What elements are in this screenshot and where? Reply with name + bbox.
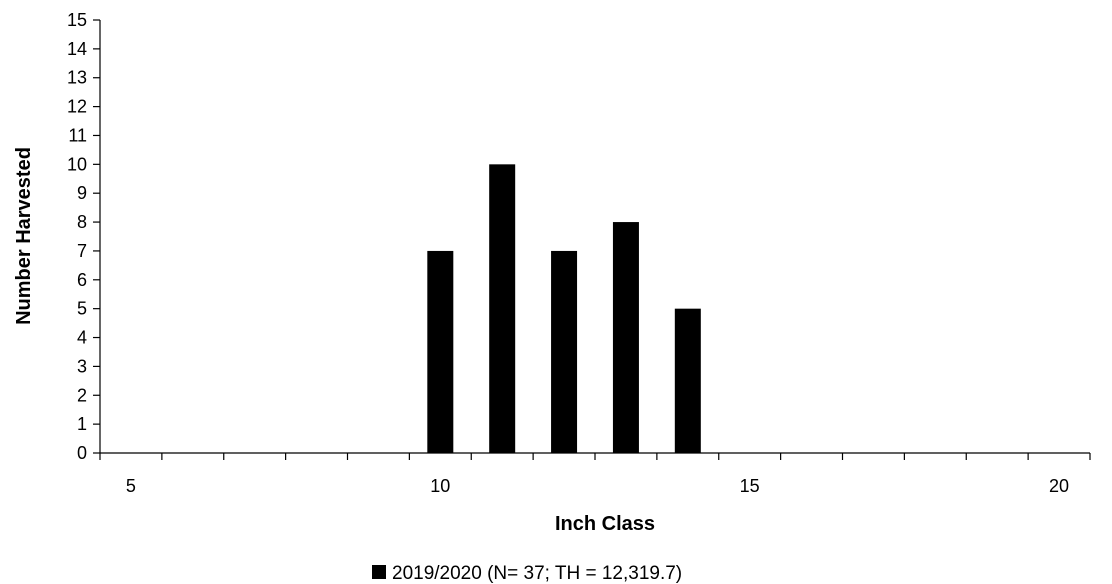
- bar: [612, 222, 639, 453]
- y-tick-label: 14: [67, 39, 87, 59]
- y-axis-title: Number Harvested: [13, 147, 35, 325]
- y-tick-label: 0: [77, 443, 87, 463]
- y-tick-label: 1: [77, 414, 87, 434]
- bar: [427, 250, 454, 453]
- y-tick-label: 9: [77, 183, 87, 203]
- bars: [427, 164, 701, 454]
- y-tick-label: 5: [77, 299, 87, 319]
- y-tick-label: 15: [67, 10, 87, 30]
- y-tick-label: 13: [67, 68, 87, 88]
- legend: 2019/2020 (N= 37; TH = 12,319.7): [372, 563, 682, 584]
- y-tick-label: 8: [77, 212, 87, 232]
- y-tick-label: 2: [77, 385, 87, 405]
- y-tick-label: 12: [67, 97, 87, 117]
- x-tick-label: 5: [126, 476, 136, 496]
- x-axis-title: Inch Class: [555, 513, 655, 535]
- x-axis-ticks: 5 10 15 20: [99, 453, 1091, 496]
- bar: [551, 250, 578, 453]
- y-tick-label: 11: [68, 125, 87, 145]
- x-tick-label: 15: [740, 476, 760, 496]
- x-tick-label: 20: [1049, 476, 1069, 496]
- y-tick-label: 7: [77, 241, 87, 261]
- y-tick-label: 3: [77, 356, 87, 376]
- bar: [489, 164, 516, 454]
- y-tick-label: 6: [77, 270, 87, 290]
- y-tick-label: 10: [67, 154, 87, 174]
- y-tick-label: 4: [77, 328, 87, 348]
- legend-label: 2019/2020 (N= 37; TH = 12,319.7): [392, 563, 682, 584]
- legend-swatch: [372, 565, 386, 579]
- bar: [674, 308, 701, 453]
- x-tick-label: 10: [430, 476, 450, 496]
